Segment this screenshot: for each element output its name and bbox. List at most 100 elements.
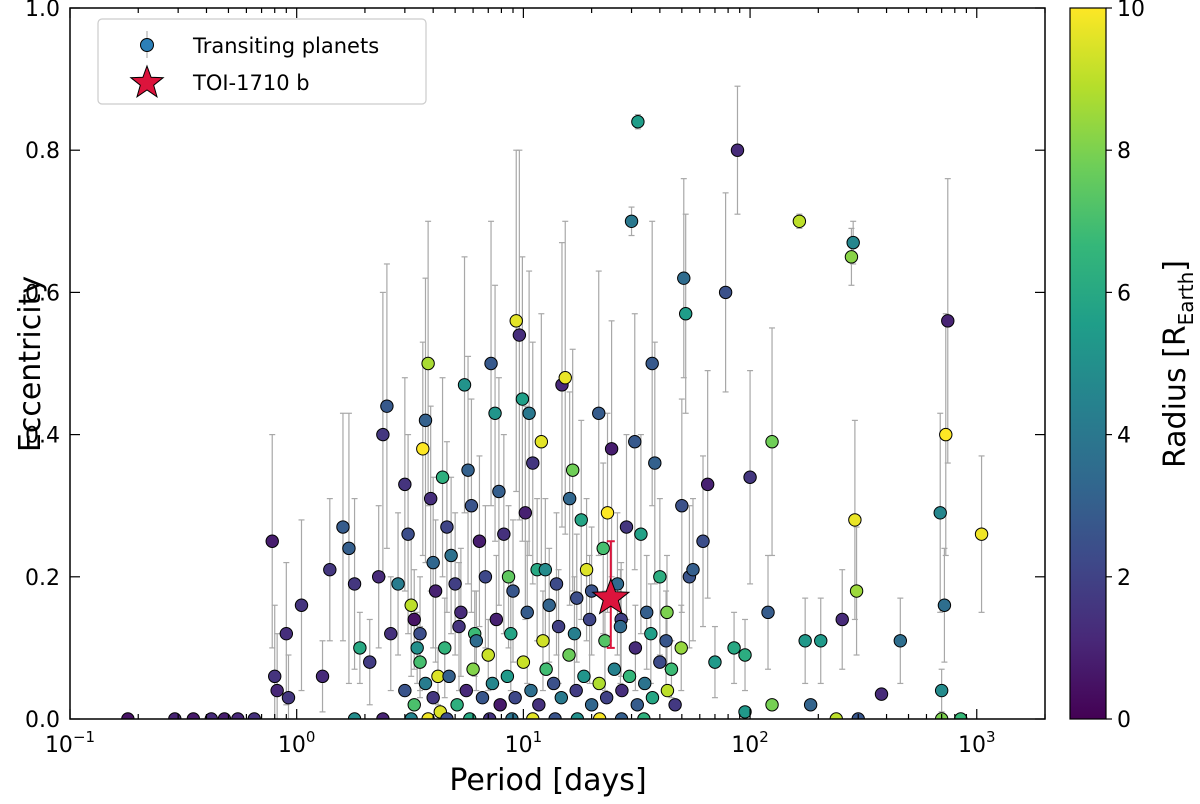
data-point: [410, 641, 424, 655]
data-point: [440, 520, 454, 534]
data-point: [551, 619, 566, 634]
data-point: [933, 506, 947, 520]
colorbar-label-sub: Earth: [1174, 272, 1198, 326]
colorbar-tick-label: 4: [1117, 424, 1131, 449]
data-point: [727, 641, 741, 655]
data-point: [660, 605, 674, 620]
data-point: [638, 676, 652, 691]
data-point: [659, 634, 673, 648]
data-point: [435, 470, 450, 484]
legend-box: [97, 18, 427, 105]
data-point: [336, 520, 350, 534]
data-point: [416, 442, 430, 456]
data-point: [466, 662, 480, 676]
data-point: [592, 676, 606, 691]
data-point: [607, 662, 622, 676]
data-point: [461, 463, 475, 477]
data-point: [653, 655, 667, 669]
data-point: [488, 406, 502, 420]
data-point: [765, 435, 779, 449]
x-tick-base: 10: [278, 733, 306, 758]
data-point: [624, 214, 639, 229]
y-tick-label: 1.0: [25, 0, 60, 22]
data-point: [294, 598, 309, 612]
data-point: [574, 513, 588, 527]
data-point: [281, 690, 296, 705]
data-point: [615, 683, 629, 698]
data-point: [380, 399, 394, 413]
data-point: [268, 669, 282, 684]
data-point: [518, 506, 533, 520]
data-point: [342, 541, 356, 556]
legend-star-icon: [129, 64, 165, 98]
data-point: [428, 584, 443, 598]
data-point: [450, 698, 464, 712]
data-point: [426, 690, 440, 705]
x-tick-base: 10: [958, 733, 986, 758]
data-point: [668, 698, 682, 712]
data-point: [506, 584, 520, 598]
data-point: [604, 442, 619, 456]
data-point: [648, 456, 662, 470]
x-tick-exponent: 2: [759, 728, 769, 746]
x-axis-ticks: 10−1 100 101 102 103: [45, 8, 1046, 758]
data-point: [645, 690, 660, 705]
data-point: [743, 470, 757, 484]
data-point: [448, 577, 462, 591]
data-point: [407, 698, 421, 712]
data-point: [464, 499, 479, 513]
data-point: [401, 527, 415, 541]
data-point: [814, 634, 828, 648]
x-tick-label: 103: [958, 728, 996, 758]
data-point: [520, 605, 534, 620]
data-point: [562, 648, 576, 662]
data-point: [522, 406, 536, 420]
x-tick-base: 10: [731, 733, 759, 758]
data-point: [686, 562, 700, 577]
data-point: [536, 634, 550, 648]
data-point: [628, 435, 642, 449]
data-point: [438, 641, 452, 655]
data-point: [489, 612, 504, 627]
data-point: [569, 683, 583, 698]
y-axis-label: Eccentricity: [13, 276, 48, 452]
data-point: [570, 591, 584, 605]
data-point: [426, 555, 440, 570]
data-point: [582, 612, 597, 627]
colorbar-label-main: Radius [R: [1158, 325, 1193, 468]
data-point: [718, 285, 733, 300]
data-point: [398, 683, 412, 698]
data-point: [730, 143, 745, 157]
data-point: [492, 484, 506, 499]
data-point: [738, 705, 752, 719]
data-point: [404, 598, 418, 612]
data-point: [457, 378, 472, 392]
legend-label-transiting: Transiting planets: [192, 34, 379, 58]
x-tick-label: 101: [505, 728, 543, 758]
data-point: [478, 570, 493, 584]
data-point: [442, 669, 456, 684]
data-point: [515, 392, 530, 406]
data-point: [653, 570, 667, 584]
colorbar-tick-label: 6: [1117, 281, 1131, 306]
y-axis-ticks: 0.0 0.2 0.4 0.6 0.8 1.0: [25, 0, 1045, 733]
data-point: [534, 435, 549, 449]
data-point: [459, 683, 473, 698]
data-point: [524, 683, 538, 698]
x-tick-base: 10: [505, 733, 533, 758]
data-point: [542, 598, 556, 612]
data-point: [532, 698, 546, 712]
data-point: [596, 541, 610, 556]
data-point: [660, 683, 675, 698]
data-point: [493, 698, 507, 712]
data-point: [592, 406, 606, 420]
data-point: [444, 548, 458, 563]
data-point: [418, 413, 433, 428]
data-point: [562, 491, 577, 506]
data-point: [634, 527, 648, 541]
x-tick-base: 10: [45, 733, 73, 758]
x-tick-label: 10−1: [45, 728, 95, 758]
data-point: [509, 314, 523, 328]
data-point: [600, 506, 615, 520]
